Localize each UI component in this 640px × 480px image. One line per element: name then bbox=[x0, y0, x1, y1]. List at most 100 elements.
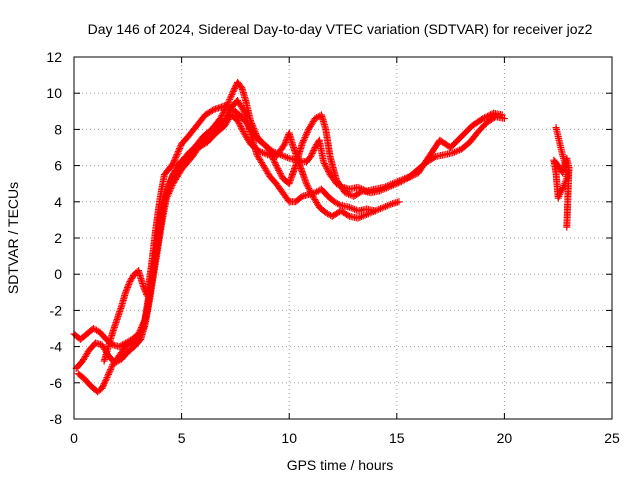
data-point bbox=[271, 159, 279, 167]
data-point bbox=[98, 384, 106, 392]
data-point bbox=[122, 287, 130, 295]
data-point bbox=[320, 158, 328, 166]
x-tick-label: 5 bbox=[178, 430, 186, 446]
x-axis-title: GPS time / hours bbox=[287, 457, 394, 473]
data-point bbox=[222, 113, 230, 121]
chart-title: Day 146 of 2024, Sidereal Day-to-day VTE… bbox=[88, 21, 593, 37]
data-point bbox=[347, 204, 355, 212]
data-point bbox=[351, 205, 359, 213]
axes: 0 5 10 15 20 25 -8 -6 -4 -2 0 2 4 6 8 10 12 bbox=[46, 49, 620, 446]
data-point bbox=[230, 86, 238, 94]
data-point bbox=[349, 205, 357, 213]
data-point bbox=[277, 151, 285, 159]
data-point bbox=[102, 377, 110, 385]
data-point bbox=[268, 153, 276, 161]
data-point bbox=[345, 190, 353, 198]
data-point bbox=[304, 183, 312, 191]
data-marks bbox=[70, 78, 573, 396]
data-point bbox=[228, 91, 236, 99]
data-point bbox=[269, 154, 277, 162]
data-point bbox=[480, 114, 488, 122]
data-point bbox=[563, 223, 571, 231]
data-point bbox=[397, 177, 405, 185]
data-point bbox=[163, 193, 171, 201]
data-point bbox=[223, 112, 231, 120]
data-point bbox=[485, 111, 493, 119]
data-point bbox=[231, 84, 239, 92]
data-point bbox=[344, 211, 352, 219]
data-point bbox=[324, 167, 332, 175]
data-point bbox=[402, 175, 410, 183]
x-tick-label: 0 bbox=[70, 430, 78, 446]
data-point bbox=[283, 154, 291, 162]
data-point bbox=[124, 282, 132, 290]
data-point bbox=[408, 172, 416, 180]
data-point bbox=[302, 132, 310, 140]
data-point bbox=[101, 378, 109, 386]
y-tick-label: 0 bbox=[54, 266, 62, 282]
data-point bbox=[104, 372, 112, 380]
data-point bbox=[222, 103, 230, 111]
plot-frame bbox=[73, 56, 613, 420]
data-point bbox=[298, 140, 306, 148]
series-track-b bbox=[74, 78, 508, 396]
data-point bbox=[165, 188, 173, 196]
data-point bbox=[238, 124, 246, 132]
data-point bbox=[272, 162, 280, 170]
data-point bbox=[385, 201, 393, 209]
y-tick-label: 2 bbox=[54, 230, 62, 246]
data-point bbox=[170, 158, 178, 166]
data-point bbox=[487, 111, 495, 119]
data-point bbox=[375, 205, 383, 213]
data-point bbox=[123, 284, 131, 292]
data-point bbox=[169, 160, 177, 168]
data-point bbox=[278, 151, 286, 159]
data-point bbox=[320, 160, 328, 168]
data-point bbox=[378, 204, 386, 212]
data-point bbox=[236, 121, 244, 129]
y-tick-label: 10 bbox=[46, 85, 62, 101]
x-tick-label: 10 bbox=[281, 430, 297, 446]
data-point bbox=[238, 126, 246, 134]
data-point bbox=[301, 133, 309, 141]
data-point bbox=[404, 174, 412, 182]
data-point bbox=[359, 212, 367, 220]
data-point bbox=[107, 364, 115, 372]
data-point bbox=[395, 198, 403, 206]
data-point bbox=[377, 186, 385, 194]
data-point bbox=[275, 150, 283, 158]
data-point bbox=[234, 116, 242, 124]
data-point bbox=[103, 374, 111, 382]
data-point bbox=[479, 115, 487, 123]
data-point bbox=[164, 191, 172, 199]
y-tick-label: 4 bbox=[54, 194, 62, 210]
data-point bbox=[276, 170, 284, 178]
y-tick-label: -8 bbox=[50, 411, 63, 427]
data-point bbox=[341, 189, 349, 197]
data-point bbox=[165, 189, 173, 197]
data-point bbox=[265, 147, 273, 155]
data-point bbox=[407, 173, 415, 181]
data-point bbox=[345, 203, 353, 211]
data-point bbox=[389, 181, 397, 189]
data-point bbox=[264, 144, 272, 151]
data-point bbox=[308, 150, 316, 158]
data-point bbox=[382, 203, 390, 211]
data-point bbox=[224, 110, 232, 118]
data-point bbox=[335, 201, 343, 209]
data-point bbox=[266, 148, 274, 156]
y-axis-title: SDTVAR / TECUs bbox=[5, 182, 21, 294]
x-tick-label: 20 bbox=[497, 430, 513, 446]
data-point bbox=[269, 156, 277, 164]
data-point bbox=[104, 370, 112, 378]
data-point bbox=[302, 180, 310, 188]
data-point bbox=[274, 165, 282, 173]
data-point bbox=[229, 87, 237, 95]
data-point bbox=[173, 151, 181, 159]
data-point bbox=[299, 138, 307, 146]
data-point bbox=[176, 143, 184, 151]
data-point bbox=[354, 214, 362, 222]
y-tick-label: -2 bbox=[50, 302, 63, 318]
data-point bbox=[371, 207, 379, 215]
data-point bbox=[163, 194, 171, 202]
